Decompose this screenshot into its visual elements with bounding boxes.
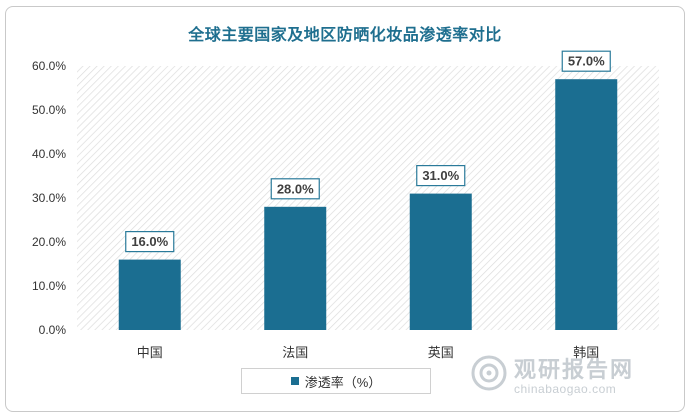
bar — [118, 259, 181, 330]
watermark-logo-icon — [471, 355, 507, 391]
legend-swatch — [290, 377, 299, 385]
data-label: 31.0% — [422, 168, 459, 183]
watermark-cn: 观研报告网 — [514, 357, 635, 382]
chart-title: 全球主要国家及地区防晒化妆品渗透率对比 — [188, 27, 502, 44]
y-tick-label: 0.0% — [39, 323, 67, 337]
data-label-box — [125, 231, 175, 253]
y-tick-label: 10.0% — [32, 279, 66, 293]
data-label-box — [416, 165, 466, 187]
data-label: 28.0% — [277, 181, 314, 196]
bar — [264, 206, 327, 330]
x-tick-label: 法国 — [282, 346, 308, 361]
x-tick-label: 中国 — [137, 346, 163, 361]
legend-label: 渗透率（%） — [304, 374, 382, 390]
legend: 渗透率（%） — [241, 368, 431, 394]
y-tick-label: 30.0% — [32, 191, 66, 205]
y-tick-label: 20.0% — [32, 235, 66, 249]
watermark-en: chinabaogao.com — [514, 382, 617, 396]
x-tick-label: 英国 — [428, 346, 454, 361]
y-tick-label: 40.0% — [32, 147, 66, 161]
bar — [555, 79, 618, 330]
data-label-box — [270, 178, 320, 200]
y-tick-label: 60.0% — [32, 59, 66, 73]
x-tick-label: 韩国 — [573, 346, 599, 361]
data-label: 16.0% — [131, 234, 168, 249]
data-label: 57.0% — [568, 54, 605, 69]
y-tick-label: 50.0% — [32, 103, 66, 117]
data-label-box — [561, 50, 611, 72]
watermark: 观研报告网 chinabaogao.com — [470, 350, 680, 410]
bar — [409, 193, 472, 330]
